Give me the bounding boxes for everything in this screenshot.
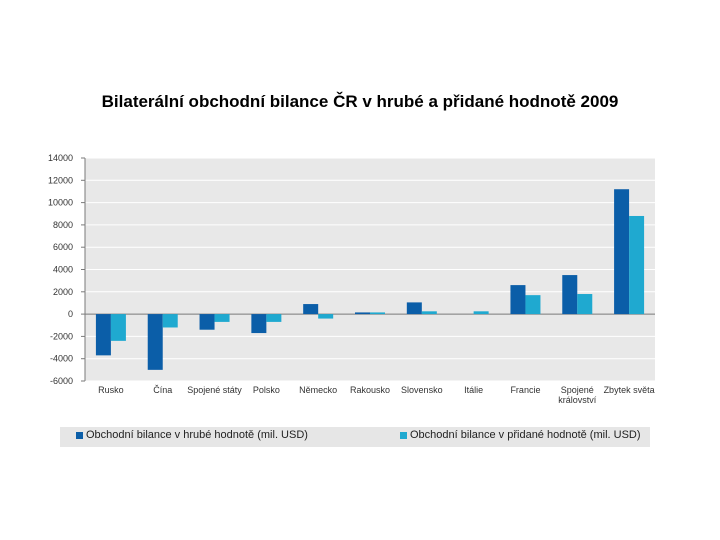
bar-value-added <box>162 314 178 328</box>
y-tick-label: 8000 <box>53 220 73 230</box>
y-tick-label: 4000 <box>53 265 73 275</box>
x-tick-label: Polsko <box>253 385 280 395</box>
bar-gross <box>147 314 163 370</box>
y-tick-label: 10000 <box>48 198 73 208</box>
bar-value-added <box>421 311 437 315</box>
bar-value-added <box>525 295 541 315</box>
bar-gross <box>406 302 422 315</box>
bar-gross <box>303 304 319 315</box>
x-tick-label: Francie <box>510 385 540 395</box>
bar-gross <box>510 285 526 315</box>
x-tick-label: Rakousko <box>350 385 390 395</box>
bar-gross <box>614 189 630 315</box>
y-tick-label: 14000 <box>48 153 73 163</box>
legend-item-series2: Obchodní bilance v přidané hodnotě (mil.… <box>400 429 641 441</box>
bar-gross <box>562 275 578 315</box>
x-tick-label: Spojené státy <box>187 385 242 395</box>
legend: Obchodní bilance v hrubé hodnotě (mil. U… <box>60 427 650 447</box>
y-axis: 14000 12000 10000 8000 6000 4000 2000 0 -2000 -40… <box>48 153 86 386</box>
slide-title: Bilaterální obchodní bilance ČR v hrubé … <box>101 92 619 111</box>
y-tick-label: -2000 <box>50 331 73 341</box>
y-tick-label: 6000 <box>53 242 73 252</box>
bar-value-added <box>473 311 489 315</box>
bar-value-added <box>110 314 126 341</box>
x-tick-label: Zbytek světa <box>604 385 655 395</box>
x-tick-label: Itálie <box>464 385 483 395</box>
x-tick-label: Spojené království <box>558 385 597 405</box>
legend-swatch <box>76 431 83 439</box>
y-tick-label: 2000 <box>53 287 73 297</box>
bars <box>95 189 645 370</box>
y-tick-label: 0 <box>68 309 73 319</box>
x-tick-label: Německo <box>299 385 337 395</box>
bar-gross <box>95 314 111 356</box>
legend-label: Obchodní bilance v přidané hodnotě (mil.… <box>410 429 641 442</box>
y-tick-label: -6000 <box>50 376 73 386</box>
y-tick-label: 12000 <box>48 175 73 185</box>
bar-gross <box>251 314 267 334</box>
bar-value-added <box>629 215 645 315</box>
bar-value-added <box>370 312 385 315</box>
y-tick-label: -4000 <box>50 354 73 364</box>
bar-value-added <box>577 294 593 315</box>
bar-gross <box>355 312 370 315</box>
x-tick-label: Slovensko <box>401 385 443 395</box>
bar-value-added <box>266 314 282 322</box>
bar-gross <box>199 314 215 330</box>
legend-swatch <box>400 431 407 439</box>
legend-item-series1: Obchodní bilance v hrubé hodnotě (mil. U… <box>76 429 308 441</box>
x-tick-label: Rusko <box>98 385 124 395</box>
x-axis: Rusko Čína Spojené státy Polsko Německo Rakou… <box>98 385 654 405</box>
gridlines <box>85 157 655 382</box>
legend-label: Obchodní bilance v hrubé hodnotě (mil. U… <box>86 429 308 442</box>
bar-value-added <box>214 314 230 322</box>
x-tick-label: Čína <box>153 385 172 395</box>
bar-value-added <box>318 314 334 319</box>
